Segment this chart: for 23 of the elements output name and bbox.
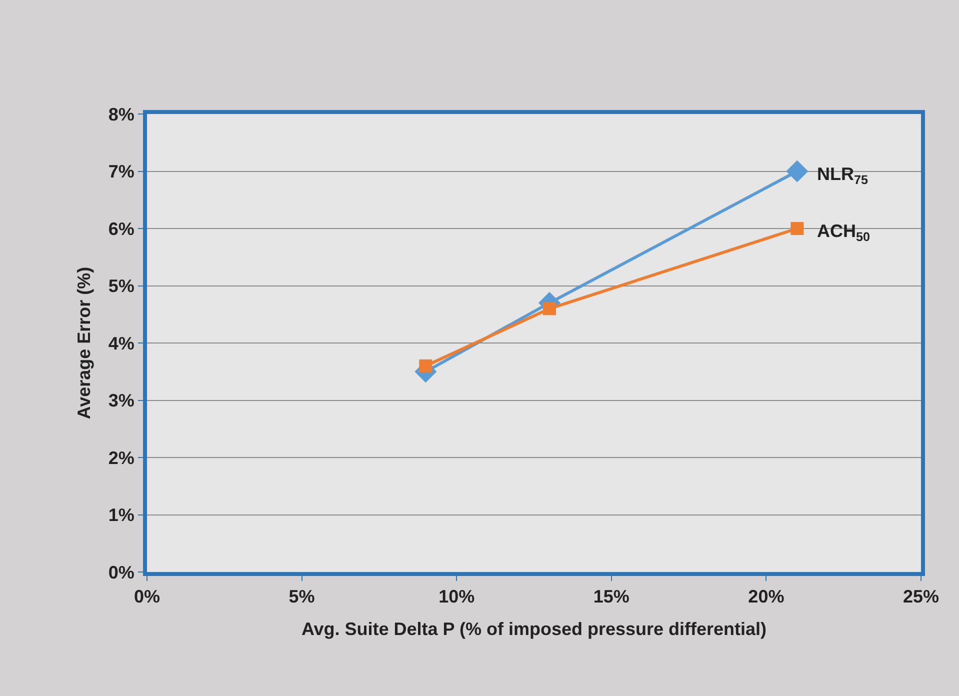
x-tick-label: 25%: [902, 586, 940, 607]
x-tick-label: 10%: [438, 586, 475, 607]
point: [790, 222, 804, 235]
x-tick-label: 15%: [593, 586, 630, 607]
y-axis-title: Average Error (%): [74, 266, 94, 420]
x-axis-title: Avg. Suite Delta P (% of imposed pressure differential): [301, 619, 767, 640]
point: [786, 160, 808, 182]
series-label: NLR$_{75}$: [817, 164, 868, 187]
x-tick-label: 20%: [748, 586, 784, 607]
y-tick-label: 8%: [108, 104, 134, 124]
x-tick-label: 0%: [134, 586, 160, 607]
y-tick-label: 2%: [108, 448, 134, 468]
y-tick-label: 3%: [108, 390, 134, 411]
point: [542, 302, 556, 316]
y-tick-label: 6%: [108, 218, 134, 239]
series-label: ACH$_{50}$: [817, 221, 870, 244]
y-tick-label: 0%: [108, 562, 134, 582]
y-tick-label: 4%: [108, 333, 134, 354]
x-tick-label: 5%: [288, 586, 315, 607]
y-tick-label: 1%: [108, 505, 134, 526]
point: [419, 359, 432, 372]
y-tick-label: 7%: [108, 162, 134, 182]
y-tick-label: 5%: [108, 276, 134, 296]
